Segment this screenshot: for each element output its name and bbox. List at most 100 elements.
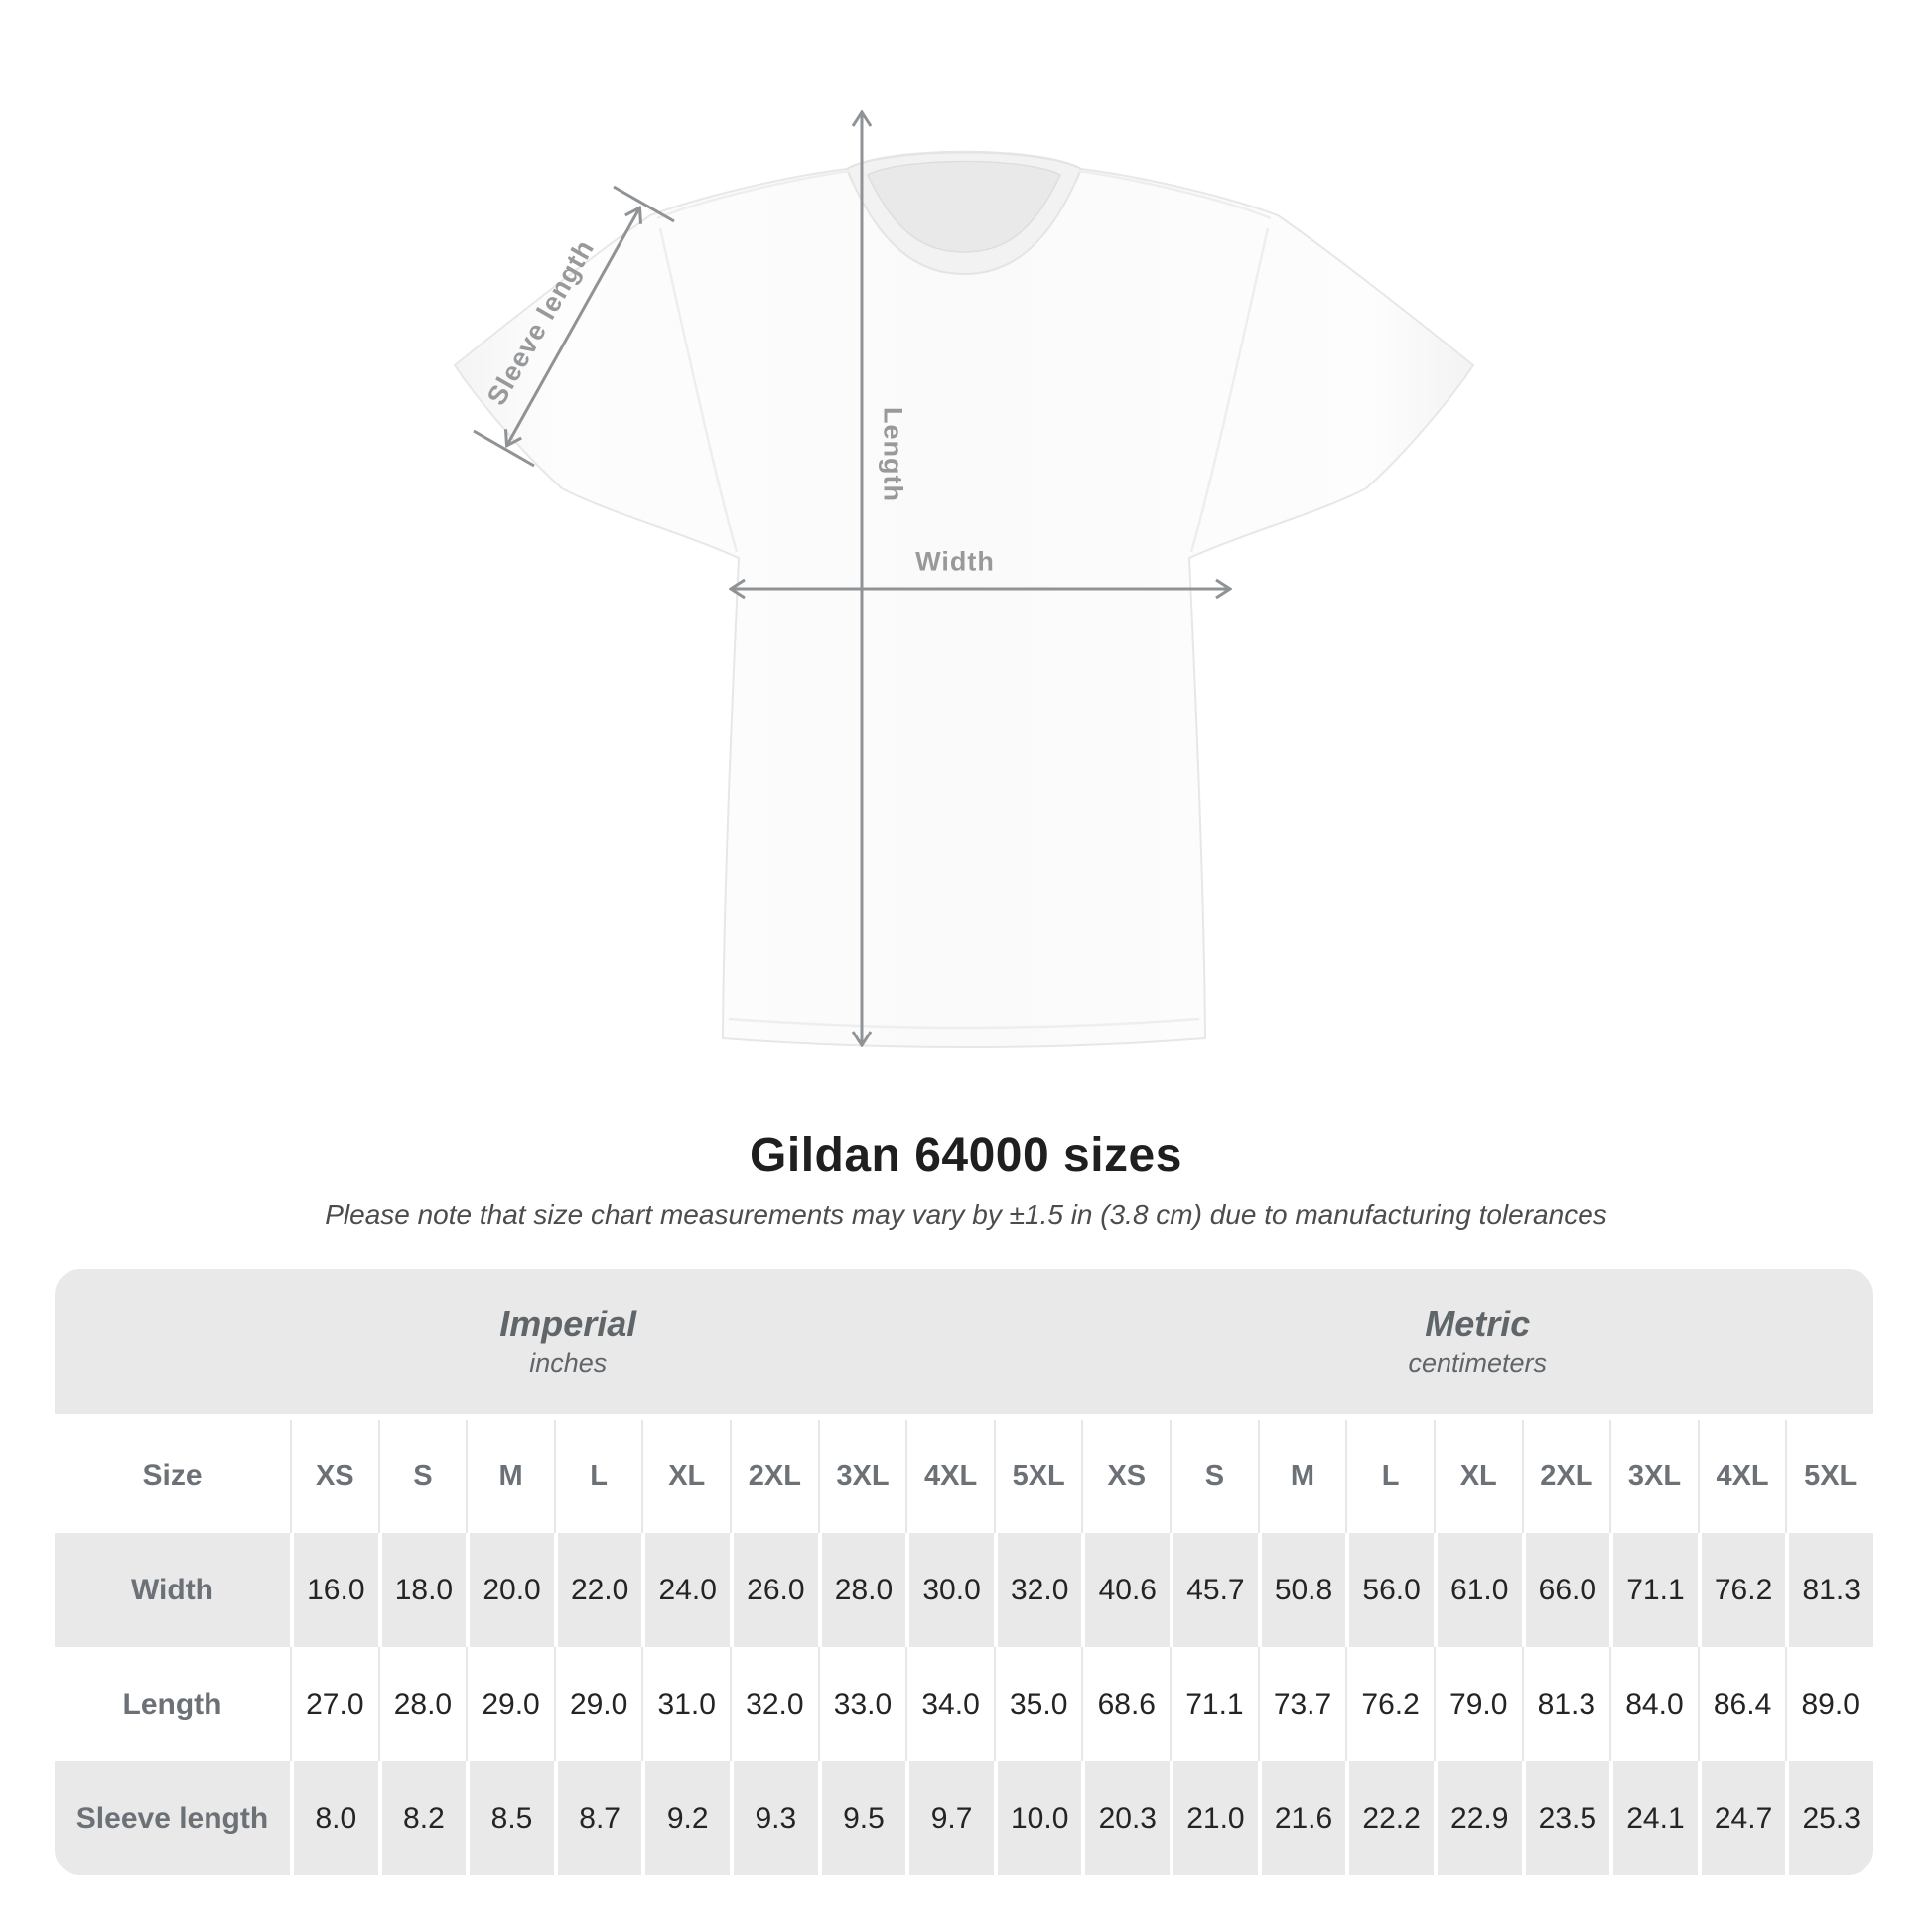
size-header-cell: Size (55, 1420, 290, 1533)
row-label: Width (55, 1533, 290, 1647)
cell-metric-S: 45.7 (1170, 1533, 1258, 1647)
collar-opening (867, 160, 1061, 253)
cell-imperial-M: 29.0 (466, 1647, 554, 1761)
cell-metric-L: 22.2 (1345, 1761, 1434, 1875)
cell-imperial-2XL: 32.0 (730, 1647, 818, 1761)
cell-metric-2XL: 81.3 (1521, 1647, 1610, 1761)
cell-imperial-M: 20.0 (466, 1533, 554, 1647)
size-col-imperial-M: M (466, 1420, 554, 1533)
cell-imperial-3XL: 28.0 (817, 1533, 906, 1647)
cell-metric-5XL: 89.0 (1785, 1647, 1873, 1761)
cell-imperial-L: 8.7 (553, 1761, 642, 1875)
size-col-imperial-XL: XL (641, 1420, 731, 1533)
cell-metric-XL: 61.0 (1433, 1533, 1522, 1647)
cell-imperial-XL: 9.2 (641, 1761, 731, 1875)
size-col-metric-2XL: 2XL (1521, 1420, 1610, 1533)
size-col-imperial-3XL: 3XL (817, 1420, 906, 1533)
length-label: Length (878, 407, 908, 502)
size-col-metric-L: L (1345, 1420, 1434, 1533)
cell-imperial-5XL: 10.0 (993, 1761, 1082, 1875)
cell-imperial-S: 8.2 (377, 1761, 467, 1875)
metric-unit: centimeters (1408, 1347, 1548, 1378)
tshirt-image (453, 0, 1475, 1048)
size-col-metric-3XL: 3XL (1609, 1420, 1698, 1533)
width-label: Width (915, 546, 995, 577)
size-col-imperial-S: S (377, 1420, 467, 1533)
size-col-imperial-XS: XS (290, 1420, 378, 1533)
size-table: Imperial inches Metric centimeters Size XS S M L… (55, 1269, 1873, 1875)
imperial-header: Imperial inches (55, 1269, 1082, 1420)
row-label: Sleeve length (55, 1761, 290, 1875)
cell-metric-5XL: 81.3 (1785, 1533, 1873, 1647)
cell-imperial-XL: 24.0 (641, 1533, 731, 1647)
cell-imperial-XS: 27.0 (290, 1647, 378, 1761)
cell-metric-5XL: 25.3 (1785, 1761, 1873, 1875)
cell-imperial-L: 22.0 (553, 1533, 642, 1647)
cell-imperial-S: 18.0 (377, 1533, 467, 1647)
cell-imperial-XS: 16.0 (290, 1533, 378, 1647)
cell-metric-M: 73.7 (1257, 1647, 1346, 1761)
size-col-metric-XL: XL (1433, 1420, 1522, 1533)
cell-imperial-XS: 8.0 (290, 1761, 378, 1875)
cell-metric-S: 71.1 (1170, 1647, 1258, 1761)
size-col-imperial-L: L (553, 1420, 642, 1533)
cell-imperial-XL: 31.0 (641, 1647, 731, 1761)
size-col-imperial-5XL: 5XL (993, 1420, 1082, 1533)
cell-imperial-4XL: 30.0 (905, 1533, 994, 1647)
size-col-metric-5XL: 5XL (1785, 1420, 1873, 1533)
cell-metric-4XL: 24.7 (1697, 1761, 1786, 1875)
cell-metric-2XL: 66.0 (1521, 1533, 1610, 1647)
cell-imperial-5XL: 35.0 (993, 1647, 1082, 1761)
tshirt-diagram: Sleeve length Length Width (453, 0, 1475, 1048)
cell-metric-3XL: 84.0 (1609, 1647, 1698, 1761)
cell-metric-3XL: 24.1 (1609, 1761, 1698, 1875)
cell-metric-XS: 20.3 (1081, 1761, 1171, 1875)
imperial-unit: inches (529, 1347, 608, 1378)
cell-imperial-2XL: 9.3 (730, 1761, 818, 1875)
metric-label: Metric (1425, 1303, 1531, 1344)
cell-imperial-3XL: 33.0 (817, 1647, 906, 1761)
cell-imperial-S: 28.0 (377, 1647, 467, 1761)
cell-metric-L: 76.2 (1345, 1647, 1434, 1761)
cell-metric-4XL: 76.2 (1697, 1533, 1786, 1647)
tshirt-silhouette (453, 150, 1475, 1048)
cell-imperial-3XL: 9.5 (817, 1761, 906, 1875)
unit-header-row: Imperial inches Metric centimeters (55, 1269, 1873, 1420)
cell-metric-S: 21.0 (1170, 1761, 1258, 1875)
imperial-label: Imperial (499, 1303, 637, 1344)
table-row-width: Width 16.0 18.0 20.0 22.0 24.0 26.0 28.0 30.0 32.… (55, 1533, 1873, 1647)
size-col-imperial-4XL: 4XL (905, 1420, 994, 1533)
cell-metric-3XL: 71.1 (1609, 1533, 1698, 1647)
metric-header: Metric centimeters (1081, 1269, 1873, 1420)
row-label: Length (55, 1647, 290, 1761)
size-table-card: Imperial inches Metric centimeters Size XS S M L… (55, 1269, 1873, 1875)
size-col-metric-4XL: 4XL (1697, 1420, 1786, 1533)
cell-metric-4XL: 86.4 (1697, 1647, 1786, 1761)
cell-metric-M: 50.8 (1257, 1533, 1346, 1647)
cell-imperial-M: 8.5 (466, 1761, 554, 1875)
sleeve-arrow-bottom-tick (473, 429, 535, 468)
table-row-length: Length 27.0 28.0 29.0 29.0 31.0 32.0 33.0 34.0 35… (55, 1647, 1873, 1761)
cell-metric-M: 21.6 (1257, 1761, 1346, 1875)
table-row-sleeve-length: Sleeve length 8.0 8.2 8.5 8.7 9.2 9.3 9.5 9.7 10.… (55, 1761, 1873, 1875)
cell-imperial-4XL: 34.0 (905, 1647, 994, 1761)
cell-metric-XL: 22.9 (1433, 1761, 1522, 1875)
cell-imperial-5XL: 32.0 (993, 1533, 1082, 1647)
page-title: Gildan 64000 sizes (750, 1129, 1182, 1181)
size-header-row: Size XS S M L XL 2XL 3XL 4XL 5XL XS S M L XL 2XL 3XL 4XL 5… (55, 1420, 1873, 1533)
sleeve-arrow-top-tick (613, 185, 675, 223)
cell-metric-XL: 79.0 (1433, 1647, 1522, 1761)
size-col-metric-M: M (1257, 1420, 1346, 1533)
cell-metric-XS: 40.6 (1081, 1533, 1171, 1647)
cell-imperial-4XL: 9.7 (905, 1761, 994, 1875)
cell-metric-L: 56.0 (1345, 1533, 1434, 1647)
cell-metric-XS: 68.6 (1081, 1647, 1171, 1761)
cell-imperial-L: 29.0 (553, 1647, 642, 1761)
tolerance-note: Please note that size chart measurements… (325, 1199, 1607, 1230)
cell-imperial-2XL: 26.0 (730, 1533, 818, 1647)
size-col-metric-XS: XS (1081, 1420, 1171, 1533)
size-col-imperial-2XL: 2XL (730, 1420, 818, 1533)
shirt-seams (656, 169, 1272, 1030)
sleeve-length-arrow (507, 208, 639, 445)
